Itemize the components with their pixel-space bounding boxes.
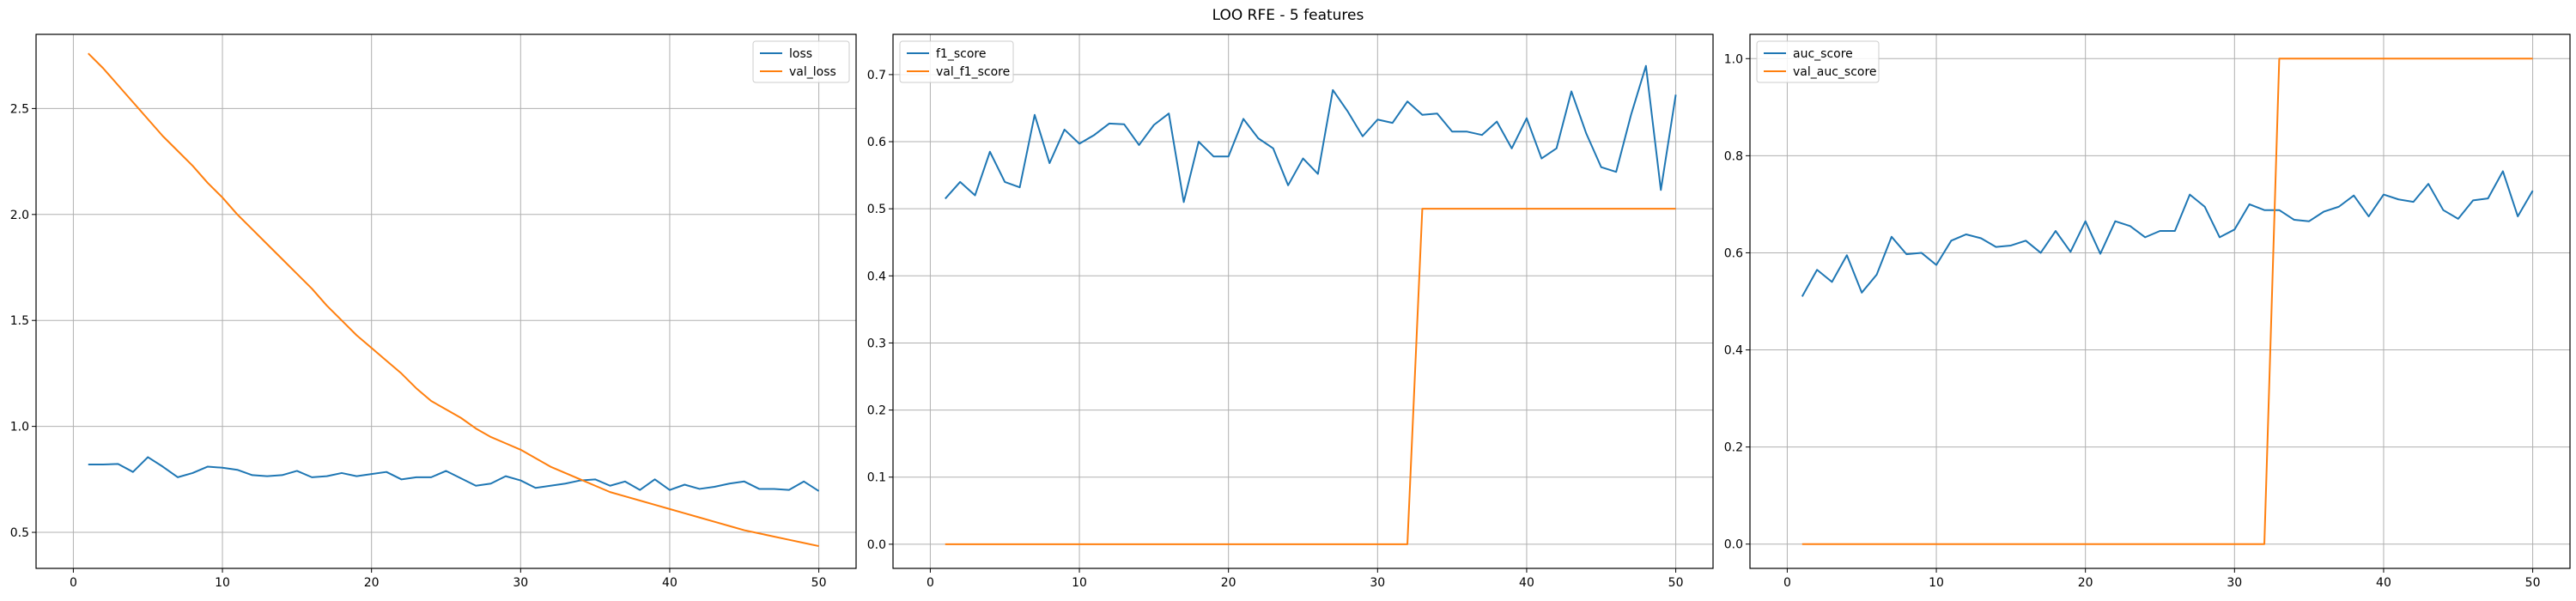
y-tick-label: 0.0 [1724,538,1743,552]
y-axis: 0.0 0.1 0.2 0.3 0.4 0.5 0.6 0.7 [867,69,893,552]
y-tick-label: 0.6 [1724,246,1743,260]
grid [36,34,856,568]
x-tick-label: 10 [1929,576,1944,590]
y-tick-label: 0.1 [867,471,886,485]
plot-frame [1749,33,2571,569]
y-tick-label: 0.5 [867,203,886,216]
y-tick-label: 0.2 [1724,441,1743,455]
x-tick-label: 0 [1783,576,1791,590]
y-tick-label: 2.0 [10,209,29,222]
y-tick-label: 0.4 [1724,344,1743,358]
y-tick-label: 0.7 [867,69,886,82]
legend-label: val_f1_score [936,65,1010,79]
x-axis: 0 10 20 30 40 50 [927,568,1684,590]
x-tick-label: 30 [1370,576,1385,590]
x-axis: 0 10 20 30 40 50 [1783,568,2541,590]
x-tick-label: 50 [2525,576,2541,590]
x-tick-label: 50 [811,576,827,590]
figure-title: LOO RFE - 5 features [1212,7,1364,24]
series-line-f1-score [945,64,1677,203]
y-tick-label: 0.5 [10,526,29,540]
x-tick-label: 40 [662,576,677,590]
legend-label: auc_score [1793,47,1853,61]
x-tick-label: 20 [1221,576,1236,590]
plot-frame [892,33,1714,569]
y-tick-label: 0.6 [867,136,886,149]
legend-label: val_auc_score [1793,65,1877,79]
x-tick-label: 40 [1519,576,1534,590]
y-tick-label: 0.8 [1724,149,1743,163]
legend-box [1756,40,1880,83]
y-tick-label: 0.0 [867,538,886,552]
y-tick-label: 1.0 [10,421,29,434]
y-tick-label: 0.4 [867,270,886,283]
x-tick-label: 10 [215,576,230,590]
x-tick-label: 10 [1072,576,1087,590]
y-axis: 0.0 0.2 0.4 0.6 0.8 1.0 [1724,52,1750,552]
series-line-loss [88,456,820,492]
grid [1750,34,2570,568]
x-tick-label: 30 [2227,576,2242,590]
f1-score-chart: 0 10 20 30 40 50 0.0 0.1 0.2 0.3 0.4 0.5 0.6 0.7 f1_sc… [867,33,1714,590]
legend: auc_score val_auc_score [1756,40,1880,83]
y-tick-label: 0.2 [867,404,886,418]
series-line-auc-score [1801,170,2534,297]
legend-label: f1_score [936,47,986,61]
x-tick-label: 40 [2376,576,2391,590]
y-axis: 0.5 1.0 1.5 2.0 2.5 [10,102,36,540]
x-tick-label: 50 [1668,576,1684,590]
x-axis: 0 10 20 30 40 50 [70,568,827,590]
legend: loss val_loss [752,40,850,83]
x-tick-label: 0 [927,576,934,590]
y-tick-label: 1.5 [10,314,29,328]
y-tick-label: 1.0 [1724,52,1743,66]
grid [893,34,1713,568]
x-tick-label: 20 [364,576,380,590]
y-tick-label: 2.5 [10,102,29,116]
legend: f1_score val_f1_score [899,40,1014,83]
series-line-val-auc-score [1801,58,2533,545]
legend-label: loss [789,47,812,61]
y-tick-label: 0.3 [867,337,886,350]
x-tick-label: 0 [70,576,77,590]
loss-chart: 0 10 20 30 40 50 0.5 1.0 1.5 2.0 2.5 loss val_loss [10,33,857,590]
legend-label: val_loss [789,65,836,79]
series-line-val-loss [88,52,819,548]
x-tick-label: 30 [513,576,528,590]
auc-score-chart: 0 10 20 30 40 50 0.0 0.2 0.4 0.6 0.8 1.0 auc_scoreva… [1724,33,2571,590]
x-tick-label: 20 [2078,576,2093,590]
series-line-val-f1-score [945,208,1676,545]
plot-frame [35,33,857,569]
